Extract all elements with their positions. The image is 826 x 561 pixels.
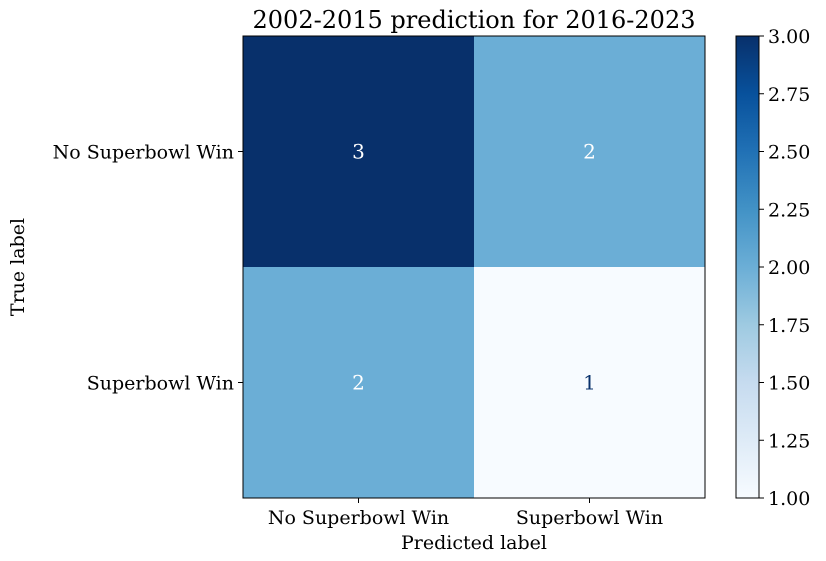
colorbar bbox=[735, 35, 760, 499]
x-axis-label: Predicted label bbox=[401, 532, 547, 554]
colorbar-tick-label: 2.50 bbox=[768, 142, 810, 164]
colorbar-tick-label: 2.25 bbox=[768, 199, 810, 221]
colorbar-tick-label: 3.00 bbox=[768, 26, 810, 48]
colorbar-ticks: 1.00 1.25 1.50 1.75 2.00 2.25 2.50 2.75 3.00 bbox=[759, 26, 810, 510]
heatmap-cell bbox=[474, 36, 705, 267]
chart-title: 2002-2015 prediction for 2016-2023 bbox=[253, 6, 696, 34]
cell-value-label: 2 bbox=[583, 140, 596, 164]
y-axis-ticks: No Superbowl Win Superbowl Win bbox=[53, 142, 243, 395]
heatmap-cell bbox=[243, 36, 474, 267]
colorbar-tick-label: 1.00 bbox=[768, 488, 810, 510]
heatmap-cell bbox=[474, 267, 705, 498]
plot-frame bbox=[242, 35, 706, 499]
cell-value-label: 1 bbox=[583, 371, 596, 395]
x-axis-ticks: No Superbowl Win Superbowl Win bbox=[268, 498, 663, 529]
x-tick-label: Superbowl Win bbox=[516, 507, 663, 529]
colorbar-tick-label: 2.00 bbox=[768, 257, 810, 279]
heatmap-cells bbox=[243, 36, 705, 498]
y-tick-label: Superbowl Win bbox=[87, 373, 234, 395]
colorbar-tick-label: 1.75 bbox=[768, 315, 810, 337]
y-tick-label: No Superbowl Win bbox=[53, 142, 234, 164]
cell-value-label: 2 bbox=[352, 371, 365, 395]
y-axis-label: True label bbox=[7, 218, 29, 316]
cell-value-label: 3 bbox=[352, 140, 365, 164]
heatmap-cell bbox=[243, 267, 474, 498]
x-tick-label: No Superbowl Win bbox=[268, 507, 449, 529]
colorbar-tick-label: 1.25 bbox=[768, 430, 810, 452]
cell-value-labels: 3 2 2 1 bbox=[352, 140, 596, 395]
colorbar-tick-label: 1.50 bbox=[768, 373, 810, 395]
colorbar-tick-label: 2.75 bbox=[768, 84, 810, 106]
